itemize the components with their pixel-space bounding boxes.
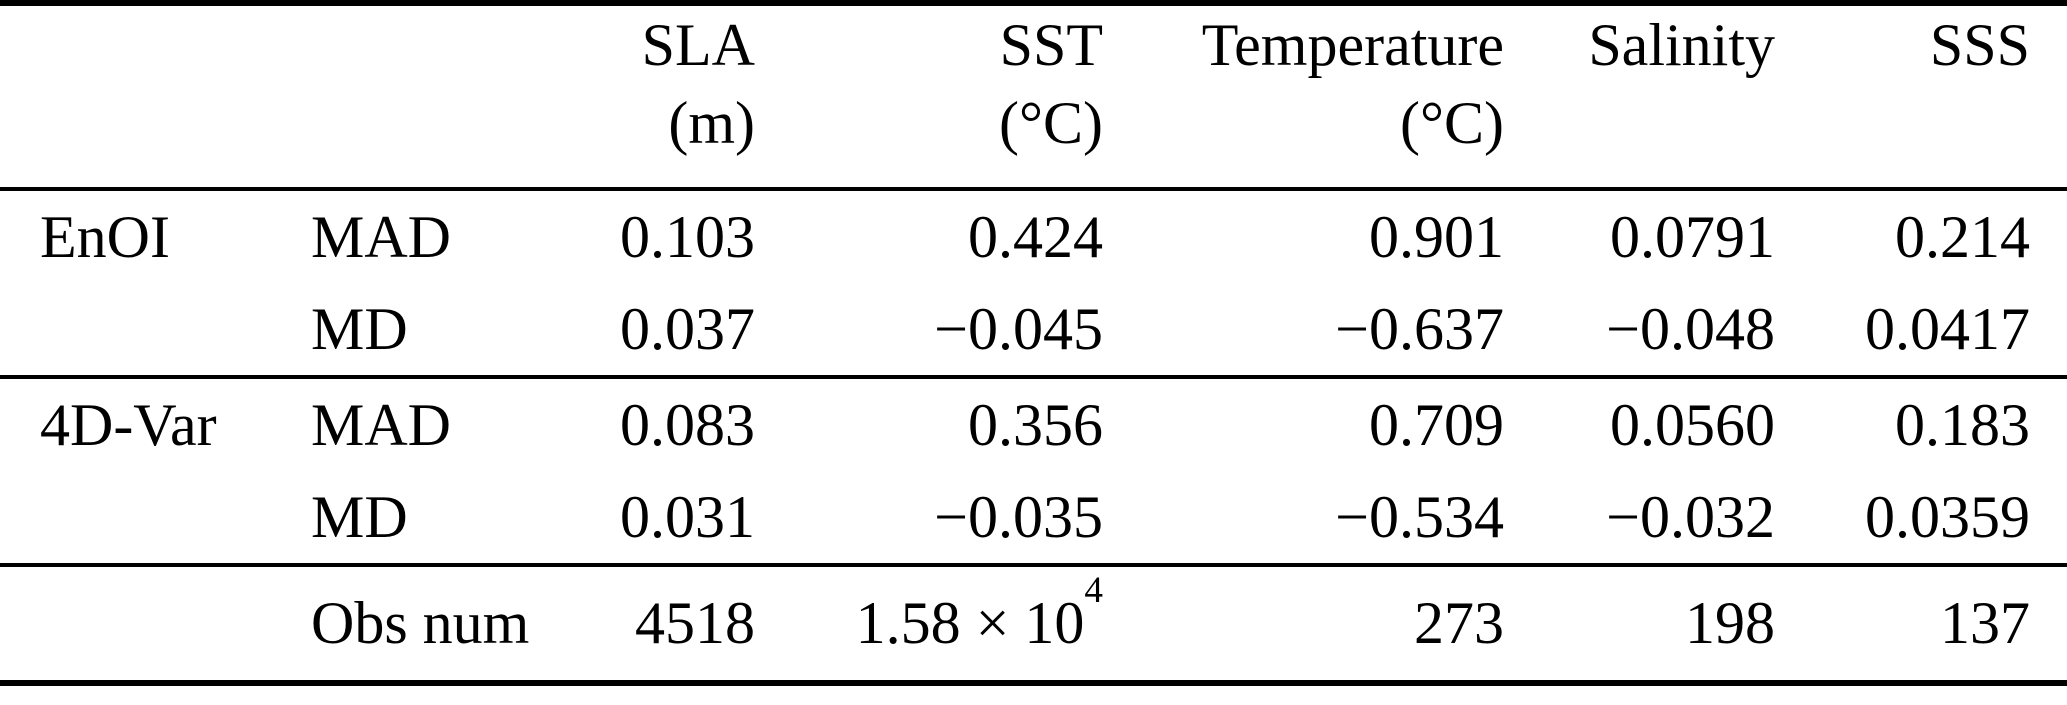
column-label: SLA (641, 12, 755, 78)
column-label: SST (999, 12, 1103, 78)
value-cell: −0.534 (1335, 483, 1504, 550)
row-group-label-4dvar: 4D-Var (40, 391, 217, 458)
row-group-label-spacer (0, 283, 295, 377)
obs-num-label: Obs num (311, 590, 530, 656)
column-label: Salinity (1588, 12, 1775, 78)
value-cell: 0.037 (620, 295, 755, 362)
column-header-row-group (0, 3, 295, 189)
value-cell: −0.045 (934, 295, 1103, 362)
table-row: MD 0.037 −0.045 −0.637 −0.048 0.0417 (0, 283, 2067, 377)
row-group-label-enoi: EnOI (40, 203, 170, 270)
column-unit: (m) (668, 90, 755, 156)
table-row: EnOI MAD 0.103 0.424 0.901 0.0791 0.214 (0, 189, 2067, 283)
obs-num-value: 198 (1685, 590, 1775, 656)
header-row: SLA (m) SST (°C) Temperature (°C) Salini… (0, 3, 2067, 189)
row-group-label-spacer (0, 565, 295, 683)
value-cell: 0.031 (620, 483, 755, 550)
stat-label: MAD (311, 391, 452, 458)
column-header-sla: SLA (m) (575, 3, 775, 189)
table-row: 4D-Var MAD 0.083 0.356 0.709 0.0560 0.18… (0, 377, 2067, 471)
stat-label: MAD (311, 203, 452, 270)
column-header-stat (295, 3, 575, 189)
value-cell: 0.424 (968, 203, 1103, 270)
stat-label: MD (311, 295, 408, 362)
value-cell: −0.035 (934, 483, 1103, 550)
table-header: SLA (m) SST (°C) Temperature (°C) Salini… (0, 3, 2067, 189)
obs-num-value: 1.58 × 104 (775, 565, 1115, 683)
value-cell: 0.709 (1369, 391, 1504, 458)
column-header-temperature: Temperature (°C) (1115, 3, 1517, 189)
row-group-enoi: EnOI MAD 0.103 0.424 0.901 0.0791 0.214 … (0, 189, 2067, 377)
value-cell: 0.901 (1369, 203, 1504, 270)
value-cell: 0.083 (620, 391, 755, 458)
value-cell: 0.214 (1895, 203, 2030, 270)
row-group-label-spacer (0, 471, 295, 565)
value-cell: 0.0417 (1865, 295, 2030, 362)
column-header-sst: SST (°C) (775, 3, 1115, 189)
value-cell: 0.0560 (1610, 391, 1775, 458)
value-cell: 0.356 (968, 391, 1103, 458)
value-cell: −0.032 (1606, 483, 1775, 550)
row-group-obs-num: Obs num 4518 1.58 × 104 273 198 137 (0, 565, 2067, 683)
column-label: SSS (1929, 12, 2030, 78)
evaluation-results-table: SLA (m) SST (°C) Temperature (°C) Salini… (0, 0, 2067, 686)
value-cell: 0.0791 (1610, 203, 1775, 270)
row-group-4dvar: 4D-Var MAD 0.083 0.356 0.709 0.0560 0.18… (0, 377, 2067, 565)
stat-label: MD (311, 483, 408, 550)
column-unit: (°C) (1400, 90, 1504, 156)
obs-num-value: 4518 (635, 590, 755, 656)
column-unit: (°C) (999, 90, 1103, 156)
column-header-salinity: Salinity (1517, 3, 1790, 189)
obs-num-base: 1.58 × 10 (855, 590, 1085, 656)
table-row: MD 0.031 −0.035 −0.534 −0.032 0.0359 (0, 471, 2067, 565)
value-cell: −0.048 (1606, 295, 1775, 362)
value-cell: 0.183 (1895, 391, 2030, 458)
value-cell: 0.0359 (1865, 483, 2030, 550)
obs-num-exponent: 4 (1084, 569, 1103, 611)
value-cell: 0.103 (620, 203, 755, 270)
obs-num-value: 137 (1940, 590, 2030, 656)
column-header-sss: SSS (1790, 3, 2067, 189)
obs-num-value: 273 (1414, 590, 1504, 656)
column-label: Temperature (1201, 12, 1504, 78)
table-row: Obs num 4518 1.58 × 104 273 198 137 (0, 565, 2067, 683)
value-cell: −0.637 (1335, 295, 1504, 362)
